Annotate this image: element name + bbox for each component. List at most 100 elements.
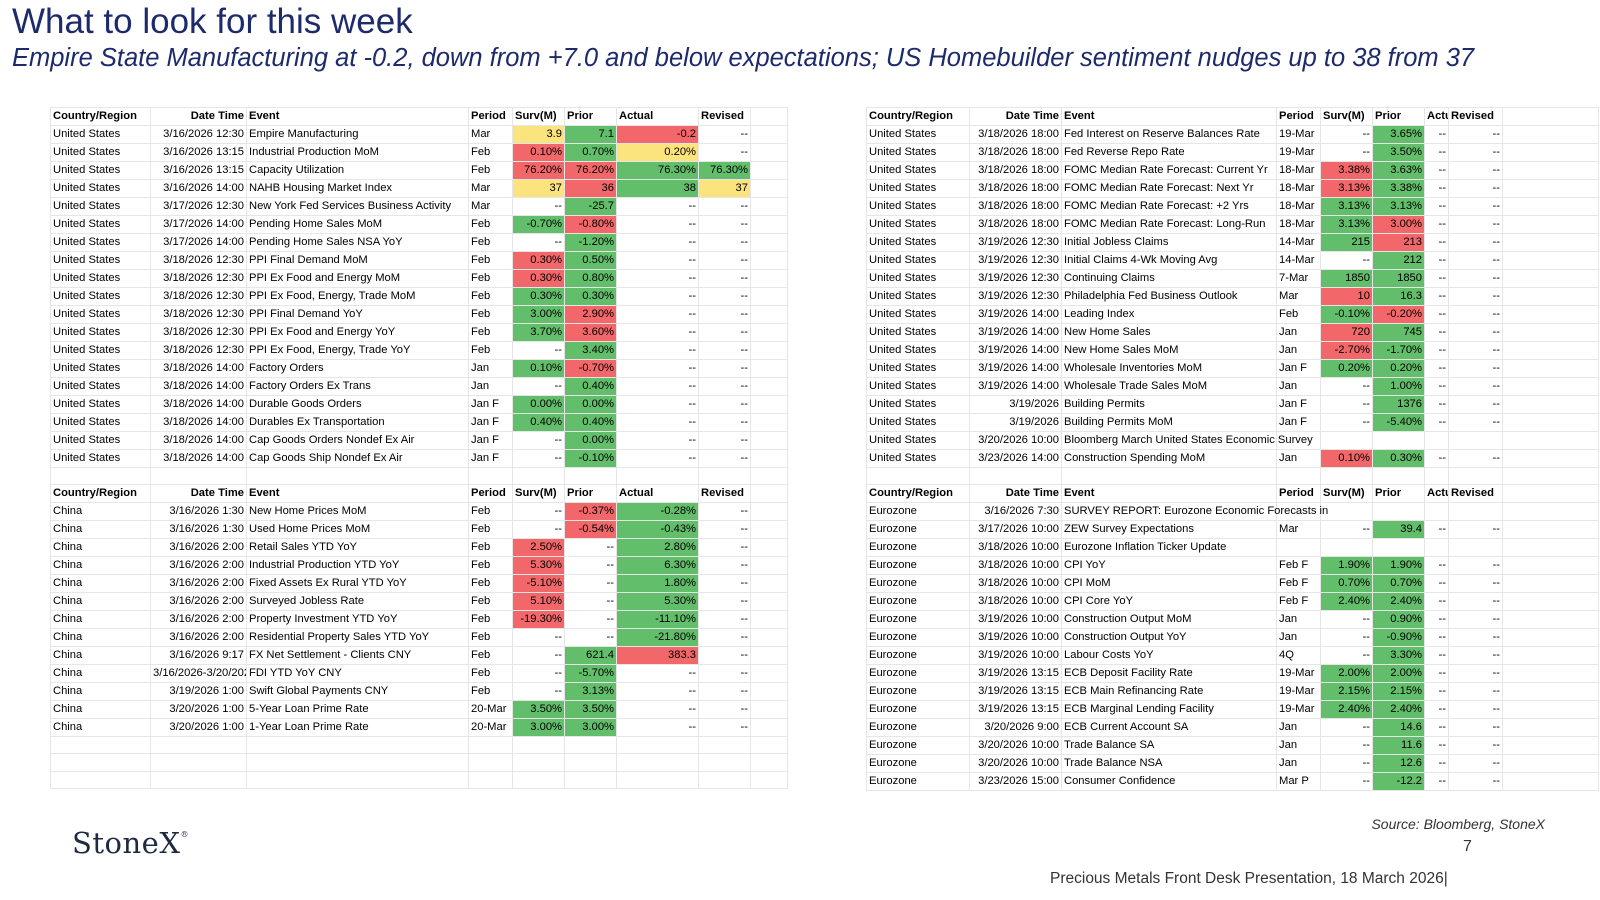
cell-datetime: 3/18/2026 12:30 bbox=[150, 323, 247, 342]
cell-event: Initial Claims 4-Wk Moving Avg bbox=[1061, 251, 1277, 270]
cell-event: New York Fed Services Business Activity bbox=[246, 197, 469, 216]
cell-datetime: 3/17/2026 12:30 bbox=[150, 197, 247, 216]
cell-revised: -- bbox=[698, 556, 751, 575]
cell-event: Construction Spending MoM bbox=[1061, 449, 1277, 468]
cell-survey bbox=[1320, 502, 1373, 521]
cell-actual: -- bbox=[1424, 341, 1449, 360]
cell-actual: -- bbox=[1424, 520, 1449, 539]
cell-prior: 0.30% bbox=[1372, 449, 1425, 468]
cell-prior: 3.63% bbox=[1372, 161, 1425, 180]
cell-revised: -- bbox=[1448, 592, 1503, 611]
cell-revised: -- bbox=[1448, 646, 1503, 665]
cell-country: United States bbox=[866, 233, 970, 252]
cell-actual: -- bbox=[616, 251, 699, 270]
cell-period: Jan bbox=[1276, 341, 1321, 360]
empty-cell bbox=[246, 770, 469, 790]
table-row: United States 3/16/2026 14:00 NAHB Housing… bbox=[50, 179, 788, 198]
table-row: United States 3/18/2026 18:00 Fed Interest… bbox=[866, 125, 1599, 144]
column-header-period: Period bbox=[468, 107, 513, 126]
cell-country: Eurozone bbox=[866, 592, 970, 611]
column-header-country: Country/Region bbox=[866, 107, 970, 126]
cell-prior: -12.2 bbox=[1372, 772, 1425, 791]
table-row: Eurozone 3/20/2026 10:00 Trade Balance SA J… bbox=[866, 736, 1599, 755]
empty-cell bbox=[698, 753, 751, 772]
cell-event: Wholesale Inventories MoM bbox=[1061, 359, 1277, 378]
cell-actual: -- bbox=[1424, 395, 1449, 414]
table-row: Eurozone 3/17/2026 10:00 ZEW Survey Expect… bbox=[866, 520, 1599, 539]
cell-event: Cap Goods Ship Nondef Ex Air bbox=[246, 449, 469, 468]
cell-country: United States bbox=[50, 197, 151, 216]
table-row: Eurozone 3/18/2026 10:00 Eurozone Inflatio… bbox=[866, 538, 1599, 557]
empty-cell bbox=[750, 431, 788, 450]
cell-event: PPI Ex Food, Energy, Trade YoY bbox=[246, 341, 469, 360]
cell-country: United States bbox=[866, 305, 970, 324]
cell-event: Used Home Prices MoM bbox=[246, 520, 469, 539]
cell-prior: 3.40% bbox=[564, 341, 617, 360]
empty-cell bbox=[698, 466, 751, 486]
cell-actual bbox=[1424, 431, 1449, 450]
cell-actual: -- bbox=[1424, 682, 1449, 701]
cell-period: Mar bbox=[468, 125, 513, 144]
empty-cell bbox=[50, 770, 151, 790]
us-table-1: Country/Region Date Time Event Period Surv(M… bbox=[50, 107, 788, 486]
table-row: United States 3/19/2026 12:30 Initial Clai… bbox=[866, 251, 1599, 270]
empty-cell bbox=[1502, 125, 1599, 144]
cell-revised: -- bbox=[1448, 682, 1503, 701]
cell-prior: 3.60% bbox=[564, 323, 617, 342]
cell-prior: -0.54% bbox=[564, 520, 617, 539]
cell-event: ECB Current Account SA bbox=[1061, 718, 1277, 737]
cell-actual: -- bbox=[616, 682, 699, 701]
cell-survey: 0.10% bbox=[1320, 449, 1373, 468]
cell-prior: -- bbox=[564, 574, 617, 593]
cell-actual: -- bbox=[616, 359, 699, 378]
cell-actual: -- bbox=[1424, 197, 1449, 216]
empty-cell bbox=[1502, 574, 1599, 593]
cell-event: ZEW Survey Expectations bbox=[1061, 520, 1277, 539]
cell-survey: -- bbox=[1320, 377, 1373, 396]
cell-event: Fed Interest on Reserve Balances Rate bbox=[1061, 125, 1277, 144]
cell-survey: -- bbox=[512, 449, 565, 468]
cell-period: Feb bbox=[468, 592, 513, 611]
column-header-revised: Revised bbox=[1448, 484, 1503, 503]
table-row: Eurozone 3/19/2026 13:15 ECB Marginal Lend… bbox=[866, 700, 1599, 719]
cell-revised: -- bbox=[1448, 233, 1503, 252]
cell-revised: -- bbox=[698, 359, 751, 378]
cell-country: Eurozone bbox=[866, 502, 970, 521]
table-row: Eurozone 3/18/2026 10:00 CPI MoM Feb F 0.70%… bbox=[866, 574, 1599, 593]
cell-revised: -- bbox=[1448, 556, 1503, 575]
cell-country: China bbox=[50, 556, 151, 575]
empty-cell bbox=[1502, 538, 1599, 557]
cell-period: 18-Mar bbox=[1276, 161, 1321, 180]
empty-cell bbox=[1502, 682, 1599, 701]
cell-actual bbox=[1424, 538, 1449, 557]
empty-cell bbox=[750, 628, 788, 647]
cell-datetime: 3/17/2026 14:00 bbox=[150, 233, 247, 252]
cell-country: Eurozone bbox=[866, 664, 970, 683]
table-row: United States 3/19/2026 Building Permits Ja… bbox=[866, 395, 1599, 414]
empty-row bbox=[50, 753, 788, 772]
cell-revised: -- bbox=[1448, 736, 1503, 755]
column-header-datetime: Date Time bbox=[969, 484, 1062, 503]
cell-event: Leading Index bbox=[1061, 305, 1277, 324]
cell-survey: 5.10% bbox=[512, 592, 565, 611]
cell-country: United States bbox=[50, 251, 151, 270]
empty-cell bbox=[246, 753, 469, 772]
cell-survey: 3.13% bbox=[1320, 215, 1373, 234]
cell-prior: 3.00% bbox=[564, 718, 617, 737]
cell-country: United States bbox=[50, 161, 151, 180]
cell-datetime: 3/16/2026 2:00 bbox=[150, 556, 247, 575]
cell-actual: -- bbox=[1424, 233, 1449, 252]
cell-revised: -- bbox=[1448, 251, 1503, 270]
empty-cell bbox=[1502, 484, 1599, 503]
cell-country: China bbox=[50, 574, 151, 593]
cell-prior: -0.70% bbox=[564, 359, 617, 378]
cell-prior: 3.13% bbox=[1372, 197, 1425, 216]
cell-period: Feb bbox=[468, 556, 513, 575]
table-row: China 3/16/2026 2:00 Industrial Production… bbox=[50, 556, 788, 575]
cell-survey: 0.20% bbox=[1320, 359, 1373, 378]
empty-cell bbox=[1502, 395, 1599, 414]
empty-cell bbox=[1502, 449, 1599, 468]
cell-datetime: 3/19/2026 1:00 bbox=[150, 682, 247, 701]
cell-period: 19-Mar bbox=[1276, 125, 1321, 144]
table-row: China 3/16/2026 1:30 New Home Prices MoM Fe… bbox=[50, 502, 788, 521]
